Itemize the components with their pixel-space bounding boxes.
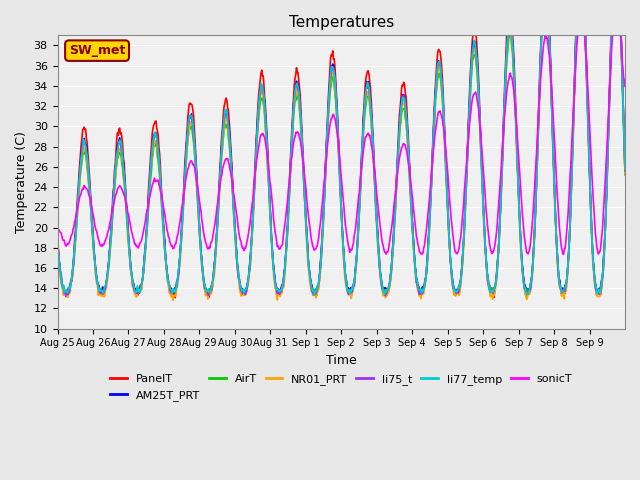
li75_t bbox=[121, 181, 129, 187]
PanelT bbox=[275, 288, 283, 294]
NR01_PRT bbox=[433, 85, 440, 91]
li77_temp bbox=[120, 170, 128, 176]
li75_t bbox=[225, 130, 233, 136]
PanelT bbox=[433, 67, 440, 72]
li77_temp bbox=[401, 96, 408, 101]
Line: AirT: AirT bbox=[58, 0, 625, 294]
AM25T_PRT bbox=[120, 169, 128, 175]
li75_t bbox=[621, 168, 629, 174]
li77_temp bbox=[621, 166, 629, 172]
Y-axis label: Temperature (C): Temperature (C) bbox=[15, 131, 28, 233]
Line: sonicT: sonicT bbox=[58, 5, 625, 254]
AM25T_PRT bbox=[488, 289, 495, 295]
AM25T_PRT bbox=[432, 87, 440, 93]
AirT bbox=[274, 291, 282, 297]
Text: SW_met: SW_met bbox=[69, 44, 125, 57]
AirT bbox=[400, 106, 408, 112]
X-axis label: Time: Time bbox=[326, 354, 356, 367]
AM25T_PRT bbox=[54, 238, 61, 243]
AM25T_PRT bbox=[621, 164, 629, 169]
AirT bbox=[54, 240, 61, 245]
NR01_PRT bbox=[54, 241, 61, 247]
li75_t bbox=[62, 293, 70, 299]
li77_temp bbox=[433, 76, 440, 82]
PanelT bbox=[621, 163, 629, 169]
AirT bbox=[452, 291, 460, 297]
Line: NR01_PRT: NR01_PRT bbox=[58, 0, 625, 300]
Line: AM25T_PRT: AM25T_PRT bbox=[58, 0, 625, 292]
Title: Temperatures: Temperatures bbox=[289, 15, 394, 30]
sonicT bbox=[274, 243, 282, 249]
li77_temp bbox=[253, 138, 260, 144]
sonicT bbox=[120, 192, 128, 198]
sonicT bbox=[54, 227, 61, 232]
sonicT bbox=[612, 2, 620, 8]
NR01_PRT bbox=[253, 135, 261, 141]
NR01_PRT bbox=[621, 171, 629, 177]
sonicT bbox=[400, 141, 408, 146]
PanelT bbox=[172, 295, 179, 300]
li75_t bbox=[253, 129, 261, 134]
sonicT bbox=[621, 84, 629, 89]
li75_t bbox=[275, 290, 283, 296]
sonicT bbox=[560, 252, 568, 257]
AirT bbox=[432, 96, 440, 102]
li77_temp bbox=[54, 236, 61, 241]
AM25T_PRT bbox=[253, 136, 260, 142]
AirT bbox=[253, 151, 260, 157]
PanelT bbox=[120, 159, 128, 165]
PanelT bbox=[253, 114, 261, 120]
Line: PanelT: PanelT bbox=[58, 0, 625, 298]
li75_t bbox=[54, 238, 61, 244]
li77_temp bbox=[310, 292, 318, 298]
PanelT bbox=[225, 118, 233, 124]
NR01_PRT bbox=[275, 290, 283, 296]
sonicT bbox=[225, 159, 232, 165]
sonicT bbox=[253, 157, 260, 163]
NR01_PRT bbox=[169, 298, 177, 303]
li75_t bbox=[433, 80, 440, 85]
Line: li75_t: li75_t bbox=[58, 0, 625, 296]
AirT bbox=[225, 135, 232, 141]
NR01_PRT bbox=[401, 102, 408, 108]
AirT bbox=[621, 172, 629, 178]
NR01_PRT bbox=[225, 134, 233, 140]
NR01_PRT bbox=[120, 178, 128, 184]
li77_temp bbox=[225, 124, 232, 130]
li75_t bbox=[401, 99, 408, 105]
Line: li77_temp: li77_temp bbox=[58, 0, 625, 295]
PanelT bbox=[54, 232, 61, 238]
AM25T_PRT bbox=[225, 120, 232, 125]
li77_temp bbox=[274, 287, 282, 292]
sonicT bbox=[432, 127, 440, 133]
AM25T_PRT bbox=[400, 92, 408, 97]
PanelT bbox=[401, 81, 408, 87]
AM25T_PRT bbox=[274, 286, 282, 292]
AirT bbox=[120, 180, 128, 186]
Legend: PanelT, AM25T_PRT, AirT, NR01_PRT, li75_t, li77_temp, sonicT: PanelT, AM25T_PRT, AirT, NR01_PRT, li75_… bbox=[106, 370, 577, 405]
